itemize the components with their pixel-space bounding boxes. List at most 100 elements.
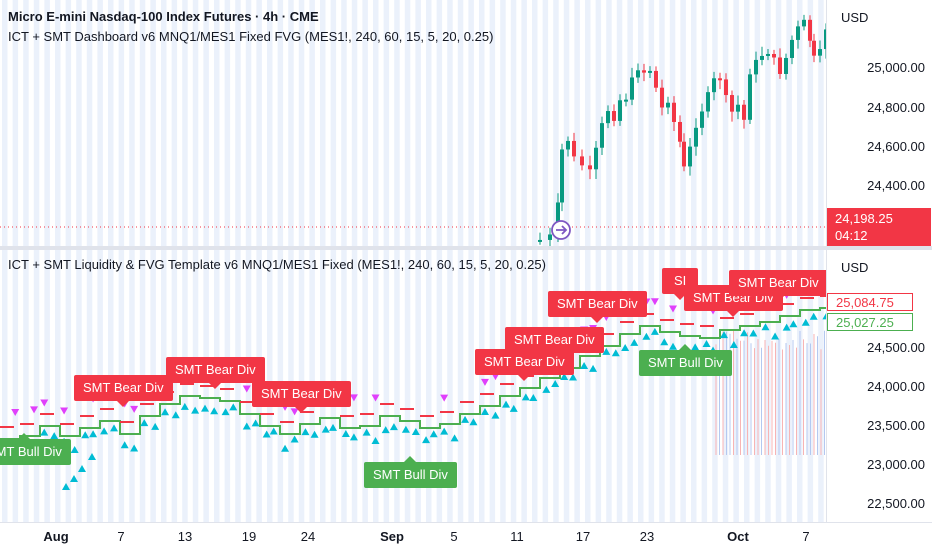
session-stripe <box>97 0 103 246</box>
bull-triangle-marker <box>151 422 160 430</box>
bull-triangle-marker <box>201 404 210 412</box>
bull-triangle-marker <box>242 422 251 430</box>
session-stripe <box>585 250 591 522</box>
session-stripe <box>362 250 368 522</box>
session-stripe <box>744 0 750 246</box>
bull-triangle-marker <box>702 339 711 347</box>
session-stripe <box>638 0 644 246</box>
main-chart-plot[interactable]: Micro E-mini Nasdaq-100 Index Futures · … <box>0 0 826 246</box>
pane-separator[interactable] <box>0 246 932 250</box>
smt-bear-div-label: SMT Bear Div <box>252 381 351 413</box>
main-chart-pane[interactable]: Micro E-mini Nasdaq-100 Index Futures · … <box>0 0 932 246</box>
session-stripe <box>553 0 559 246</box>
price-tick: 24,800.00 <box>867 100 925 115</box>
session-stripe <box>33 250 40 522</box>
session-stripe <box>574 0 580 246</box>
session-stripe <box>585 0 591 246</box>
candle-body <box>560 149 564 203</box>
price-chart-canvas[interactable] <box>0 0 826 246</box>
bull-triangle-marker <box>81 431 90 439</box>
session-stripe <box>786 0 792 246</box>
bull-triangle-marker <box>290 435 299 443</box>
session-stripe <box>394 250 400 522</box>
price-tick: 24,400.00 <box>867 178 925 193</box>
session-stripe <box>500 250 506 522</box>
bull-triangle-marker <box>551 380 560 388</box>
liquidity-indicator-title[interactable]: ICT + SMT Liquidity & FVG Template v6 MN… <box>8 257 546 272</box>
indicator-pane[interactable]: ICT + SMT Liquidity & FVG Template v6 MN… <box>0 250 932 522</box>
bull-triangle-marker <box>740 329 749 337</box>
session-stripe <box>235 250 241 522</box>
time-label: 23 <box>639 529 655 544</box>
price-tick: 24,600.00 <box>867 139 925 154</box>
candle-body <box>556 202 560 235</box>
candle-body <box>618 100 622 121</box>
smt-bear-div-label: SMT Bear Div <box>166 357 265 389</box>
session-stripe <box>55 250 61 522</box>
candle-body <box>666 102 670 108</box>
session-stripe <box>426 250 432 522</box>
session-stripe <box>648 250 655 522</box>
price-tick: 24,500.00 <box>867 340 925 355</box>
time-label: 17 <box>575 529 591 544</box>
time-axis[interactable]: Aug 7 13 19 24 Sep 5 11 17 23 Oct 7 <box>0 522 932 551</box>
bull-triangle-marker <box>691 343 700 351</box>
bull-triangle-marker <box>70 446 79 454</box>
bull-triangle-marker <box>349 433 358 441</box>
bull-triangle-marker <box>161 408 170 416</box>
bull-triangle-marker <box>502 400 511 408</box>
dashboard-indicator-title[interactable]: ICT + SMT Dashboard v6 MNQ1/MES1 Fixed F… <box>8 29 494 44</box>
smt-bear-div-label: SMT Bear Div <box>74 375 173 407</box>
price-tick: 22,500.00 <box>867 496 925 511</box>
lower-level-tag: 25,027.25 <box>827 313 913 331</box>
bull-triangle-marker <box>110 424 119 432</box>
session-stripe <box>510 250 517 522</box>
bull-triangle-marker <box>642 332 651 340</box>
candle-body <box>682 141 686 167</box>
bull-triangle-marker <box>371 436 380 444</box>
candle-body <box>784 57 788 74</box>
bull-triangle-marker <box>650 327 659 335</box>
main-price-axis[interactable]: USD 25,000.00 24,800.00 24,600.00 24,400… <box>826 0 932 246</box>
bull-triangle-marker <box>450 434 459 442</box>
bull-triangle-marker <box>78 465 86 472</box>
bull-triangle-marker <box>362 428 371 436</box>
symbol-title[interactable]: Micro E-mini Nasdaq-100 Index Futures · … <box>8 9 319 24</box>
currency-label[interactable]: USD <box>841 260 869 275</box>
candle-body <box>624 99 628 102</box>
time-label: 7 <box>117 529 125 544</box>
time-label: 19 <box>241 529 257 544</box>
bull-triangle-marker <box>509 404 518 412</box>
session-stripe <box>712 0 718 246</box>
price-tick: 23,500.00 <box>867 418 925 433</box>
bull-triangle-marker <box>180 402 189 410</box>
bull-triangle-marker <box>401 425 410 433</box>
session-stripe <box>489 250 496 522</box>
price-tick: 24,000.00 <box>867 379 925 394</box>
session-stripe <box>659 250 665 522</box>
candle-body <box>566 140 570 150</box>
session-stripe <box>447 250 453 522</box>
bull-triangle-marker <box>720 331 729 339</box>
bull-triangle-marker <box>771 332 780 340</box>
candle-body <box>808 19 812 41</box>
bear-triangle-marker <box>30 406 39 414</box>
candle-body <box>772 53 776 58</box>
session-stripe <box>436 250 443 522</box>
currency-label[interactable]: USD <box>841 10 869 25</box>
candle-body <box>630 77 634 100</box>
bull-triangle-marker <box>89 430 98 438</box>
candle-body <box>678 121 682 142</box>
session-stripe <box>669 250 676 522</box>
session-stripe <box>457 250 464 522</box>
bear-triangle-marker <box>669 305 678 313</box>
indicator-price-axis[interactable]: USD 25,084.75 25,027.25 24,500.00 24,000… <box>826 250 932 522</box>
session-stripe <box>161 0 167 246</box>
bear-triangle-marker <box>440 394 449 402</box>
indicator-plot[interactable]: ICT + SMT Liquidity & FVG Template v6 MN… <box>0 250 826 522</box>
bull-triangle-marker <box>630 338 639 346</box>
bull-triangle-marker <box>310 430 319 438</box>
session-stripe <box>171 0 178 246</box>
bull-triangle-marker <box>822 313 826 320</box>
session-stripe <box>436 0 443 246</box>
